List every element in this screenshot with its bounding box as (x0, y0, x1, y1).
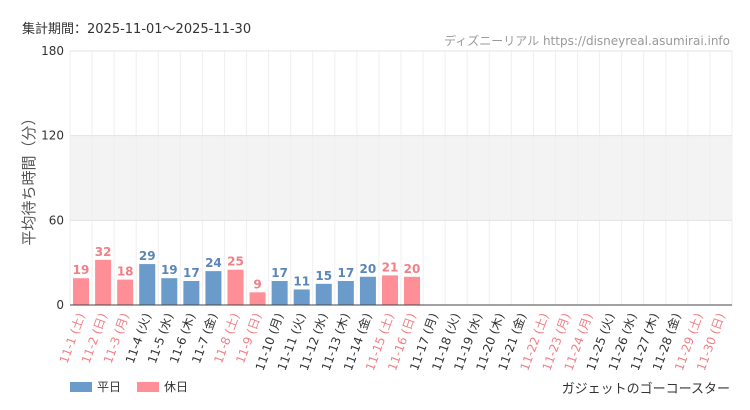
value-label: 15 (315, 269, 332, 283)
y-tick-label: 0 (56, 298, 64, 312)
bar (315, 283, 332, 305)
x-axis-ticks: 11-1 (土)11-2 (日)11-3 (月)11-4 (火)11-5 (水)… (57, 311, 728, 370)
bars (73, 259, 421, 305)
bar (161, 278, 178, 305)
y-axis-label: 平均待ち時間（分） (20, 110, 38, 245)
value-label: 24 (205, 256, 222, 270)
y-tick-label: 120 (41, 129, 64, 143)
value-label: 9 (253, 277, 261, 291)
holiday-swatch (137, 381, 160, 392)
bar (271, 281, 288, 305)
bar (381, 275, 398, 305)
y-axis-ticks: 0 60 120 180 (41, 44, 64, 312)
value-label: 21 (382, 260, 399, 274)
bar (205, 271, 222, 305)
bar (404, 276, 421, 305)
period-label: 集計期間：2025-11-01～2025-11-30 (22, 22, 252, 37)
bar (293, 289, 310, 305)
attraction-name: ガジェットのゴーコースター (561, 382, 730, 397)
y-tick-label: 60 (49, 213, 64, 227)
weekday-swatch (70, 381, 92, 392)
source-label: ディズニーリアル https://disneyreal.asumirai.inf… (444, 34, 730, 48)
value-label: 19 (161, 263, 178, 277)
value-label: 25 (227, 255, 244, 269)
bar (337, 281, 354, 305)
legend: 平日 休日 (70, 378, 204, 395)
value-label: 18 (117, 265, 134, 279)
bar (73, 278, 90, 305)
value-label: 11 (293, 274, 310, 288)
bar (95, 259, 112, 305)
value-label: 20 (404, 262, 421, 276)
legend-item-holiday[interactable]: 休日 (137, 378, 188, 395)
bar (139, 264, 156, 305)
y-tick-label: 180 (41, 44, 64, 58)
bar (249, 292, 266, 305)
bar (359, 276, 376, 305)
value-label: 20 (360, 262, 377, 276)
value-label: 17 (183, 266, 200, 280)
value-labels: 19 32 18 29 19 17 24 25 9 17 11 15 17 20 21 20 (73, 245, 421, 291)
value-label: 19 (73, 263, 90, 277)
bar (183, 281, 200, 305)
value-label: 17 (271, 266, 288, 280)
value-label: 32 (95, 245, 112, 259)
legend-item-weekday[interactable]: 平日 (70, 378, 121, 395)
legend-holiday-label: 休日 (164, 380, 189, 394)
legend-weekday-label: 平日 (97, 380, 122, 394)
bar (227, 269, 244, 305)
value-label: 17 (337, 266, 354, 280)
bar (117, 279, 134, 305)
value-label: 29 (139, 249, 156, 263)
